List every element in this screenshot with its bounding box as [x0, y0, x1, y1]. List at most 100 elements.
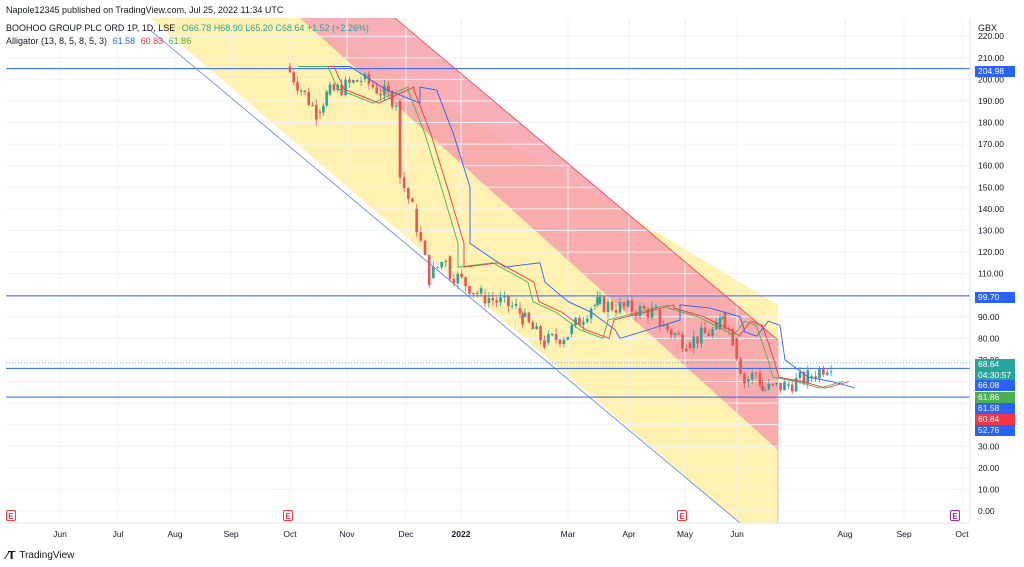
price-tick-label: 10.00 [978, 484, 1000, 494]
candle-up [574, 317, 577, 326]
candle-up [344, 79, 347, 96]
candle-down [398, 100, 402, 130]
candle-down [761, 385, 764, 391]
price-axis[interactable]: 220.00 210.00 200.00 190.00 180.00 170.00 160.… [969, 18, 1004, 523]
channel-lines[interactable] [149, 17, 779, 524]
price-tick-label: 110.00 [978, 269, 1004, 279]
candle-down [658, 321, 662, 327]
tradingview-logo-icon: ⁄𝗧 [6, 550, 16, 562]
candle-down [539, 326, 542, 341]
candle-up [783, 381, 786, 391]
candle-down [822, 368, 825, 375]
candle-up [499, 297, 502, 303]
candle-down [464, 277, 467, 287]
earnings-marker-3[interactable]: E [677, 510, 687, 521]
candle-up [598, 296, 602, 304]
earnings-marker-2[interactable]: E [283, 510, 293, 521]
candle-up [596, 297, 599, 306]
candle-down [348, 79, 351, 83]
candle-down [554, 334, 558, 340]
candle-down [814, 376, 817, 379]
candle-down [771, 383, 775, 385]
candle-down [707, 333, 711, 337]
price-tag-h1: 204.98 [975, 66, 1015, 77]
candle-up [394, 105, 398, 107]
candle-down [311, 105, 314, 107]
time-axis[interactable]: Jun Jul Aug Sep Oct Nov Dec 2022 Mar Apr May Jun Aug… [6, 522, 970, 539]
candle-down [527, 312, 531, 323]
candle-up [432, 266, 435, 278]
candle-down [630, 300, 634, 312]
price-tick-label: 190.00 [978, 96, 1004, 106]
price-tick-label: 130.00 [978, 225, 1004, 235]
candle-down [415, 208, 418, 233]
candle-down [375, 87, 378, 94]
candle-up [767, 383, 771, 390]
symbol-name: BOOHOO GROUP PLC ORD 1P, 1D, LSE [6, 23, 176, 33]
last-price: 68.64 [978, 359, 1000, 369]
candle-down [379, 93, 382, 96]
time-tick-label: Sep [896, 529, 911, 539]
candle-up [638, 305, 642, 317]
candle-down [543, 340, 546, 348]
candle-up [593, 305, 597, 307]
candle-up [818, 368, 821, 379]
candle-down [646, 308, 650, 318]
candle-down [602, 296, 606, 313]
price-tag-h3: 66.08 [975, 380, 1015, 391]
candle-down [402, 177, 406, 189]
candle-up [547, 334, 550, 343]
time-tick-label: Jun [730, 529, 744, 539]
time-tick-label: Aug [167, 529, 182, 539]
price-tag-h4: 52.76 [975, 425, 1015, 436]
candle-up [562, 339, 566, 345]
candle-up [606, 301, 610, 313]
tradingview-brand[interactable]: ⁄𝗧 TradingView [6, 549, 74, 562]
candle-up [322, 105, 325, 113]
teeth-value: 60.83 [140, 36, 164, 46]
candle-down [642, 305, 646, 309]
earnings-marker-4[interactable]: E [950, 510, 960, 521]
candle-up [566, 336, 570, 340]
candle-up [299, 90, 303, 92]
candle-up [626, 300, 630, 307]
price-tick-label: 120.00 [978, 247, 1004, 257]
candle-down [731, 329, 735, 346]
candle-up [582, 321, 585, 325]
indicator-legend[interactable]: Alligator (13, 8, 5, 8, 5, 3) 61.58 60.8… [6, 36, 191, 46]
candle-up [825, 372, 829, 375]
candle-up [456, 273, 460, 284]
candle-down [307, 92, 311, 106]
candle-down [743, 373, 746, 384]
candle-up [440, 261, 443, 268]
candle-down [688, 342, 692, 349]
candle-down [779, 382, 782, 391]
candle-down [475, 292, 479, 294]
candle-down [754, 372, 758, 374]
candle-down [491, 298, 495, 301]
price-tick-label: 0.00 [978, 506, 995, 516]
candle-up [775, 382, 778, 385]
candle-down [677, 333, 681, 335]
price-tick-label: 180.00 [978, 118, 1004, 128]
candle-up [650, 307, 654, 318]
time-tick-label: Oct [283, 529, 297, 539]
channel-upper-line [394, 17, 779, 341]
price-tick-label: 90.00 [978, 312, 1000, 322]
candle-down [355, 80, 359, 82]
candle-up [711, 329, 714, 337]
candle-up [487, 298, 491, 304]
earnings-marker-1[interactable]: E [6, 510, 16, 521]
price-tick-label: 170.00 [978, 139, 1004, 149]
candle-down [390, 91, 394, 107]
candle-up [550, 334, 554, 336]
candle-down [340, 84, 343, 96]
horizontal-lines[interactable] [6, 68, 970, 398]
candle-up [589, 308, 593, 319]
candle-down [495, 300, 498, 303]
candle-up [673, 333, 677, 336]
time-tick-label: Mar [561, 529, 576, 539]
candle-up [618, 302, 622, 313]
alligator-jaw-line [310, 66, 856, 389]
